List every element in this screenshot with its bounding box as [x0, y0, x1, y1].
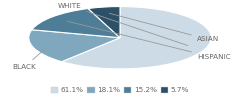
Text: HISPANIC: HISPANIC	[67, 21, 231, 60]
Text: WHITE: WHITE	[58, 3, 188, 46]
Legend: 61.1%, 18.1%, 15.2%, 5.7%: 61.1%, 18.1%, 15.2%, 5.7%	[48, 84, 192, 96]
Text: BLACK: BLACK	[12, 47, 47, 70]
Wedge shape	[62, 7, 211, 69]
Wedge shape	[88, 7, 120, 38]
Wedge shape	[29, 30, 120, 62]
Text: ASIAN: ASIAN	[109, 13, 219, 42]
Wedge shape	[32, 8, 120, 38]
